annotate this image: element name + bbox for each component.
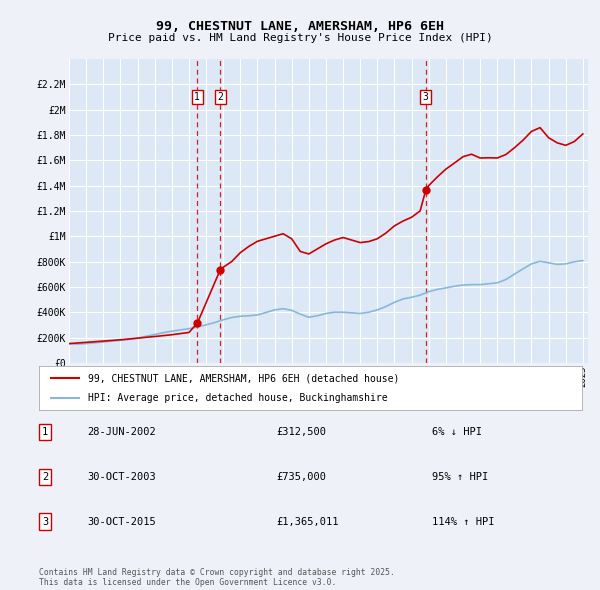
Text: 95% ↑ HPI: 95% ↑ HPI xyxy=(432,472,488,481)
Text: £312,500: £312,500 xyxy=(276,427,326,437)
Text: 99, CHESTNUT LANE, AMERSHAM, HP6 6EH (detached house): 99, CHESTNUT LANE, AMERSHAM, HP6 6EH (de… xyxy=(88,373,399,383)
Text: 114% ↑ HPI: 114% ↑ HPI xyxy=(432,517,494,526)
Text: £735,000: £735,000 xyxy=(276,472,326,481)
Text: 1: 1 xyxy=(194,92,200,102)
Text: 6% ↓ HPI: 6% ↓ HPI xyxy=(432,427,482,437)
Text: 3: 3 xyxy=(42,517,48,526)
Text: Contains HM Land Registry data © Crown copyright and database right 2025.
This d: Contains HM Land Registry data © Crown c… xyxy=(39,568,395,587)
Text: 2: 2 xyxy=(217,92,223,102)
Text: HPI: Average price, detached house, Buckinghamshire: HPI: Average price, detached house, Buck… xyxy=(88,393,388,402)
Text: Price paid vs. HM Land Registry's House Price Index (HPI): Price paid vs. HM Land Registry's House … xyxy=(107,34,493,43)
Text: 28-JUN-2002: 28-JUN-2002 xyxy=(87,427,156,437)
Text: 30-OCT-2015: 30-OCT-2015 xyxy=(87,517,156,526)
Text: £1,365,011: £1,365,011 xyxy=(276,517,338,526)
Text: 3: 3 xyxy=(423,92,429,102)
Text: 2: 2 xyxy=(42,472,48,481)
Text: 99, CHESTNUT LANE, AMERSHAM, HP6 6EH: 99, CHESTNUT LANE, AMERSHAM, HP6 6EH xyxy=(156,20,444,33)
Text: 1: 1 xyxy=(42,427,48,437)
Text: 30-OCT-2003: 30-OCT-2003 xyxy=(87,472,156,481)
